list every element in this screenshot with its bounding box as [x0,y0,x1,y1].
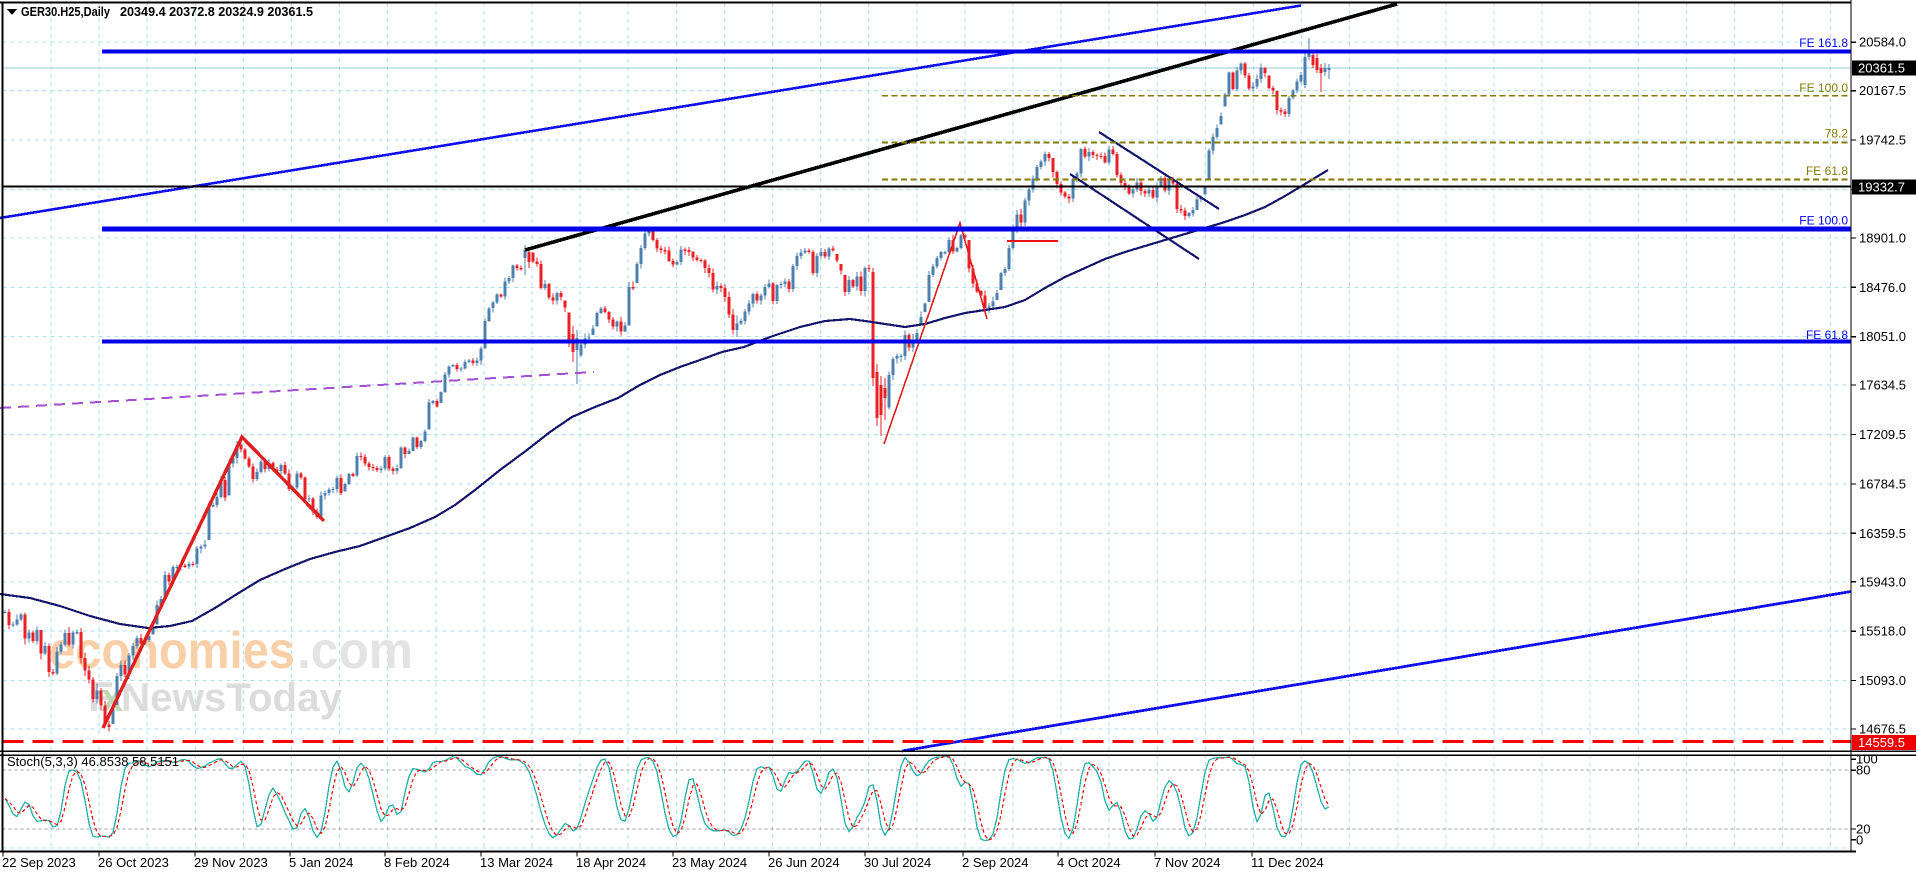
svg-text:GER30.H25,Daily: GER30.H25,Daily [21,4,111,19]
svg-text:8 Feb 2024: 8 Feb 2024 [384,855,450,870]
svg-text:19332.7: 19332.7 [1858,180,1905,195]
svg-text:26 Oct 2023: 26 Oct 2023 [98,855,169,870]
svg-text:FE 100.0: FE 100.0 [1799,81,1848,95]
svg-text:20584.0: 20584.0 [1859,35,1906,50]
svg-text:20167.5: 20167.5 [1859,83,1906,98]
svg-text:17209.5: 17209.5 [1859,427,1906,442]
svg-text:17634.5: 17634.5 [1859,378,1906,393]
svg-text:11 Dec 2024: 11 Dec 2024 [1251,855,1324,870]
svg-text:NewsToday: NewsToday [121,676,343,720]
svg-text:7 Nov 2024: 7 Nov 2024 [1154,855,1221,870]
svg-text:4 Oct 2024: 4 Oct 2024 [1057,855,1121,870]
svg-text:18901.0: 18901.0 [1859,230,1906,245]
svg-text:19742.5: 19742.5 [1859,133,1906,148]
svg-text:15518.0: 15518.0 [1859,624,1906,639]
svg-text:16359.5: 16359.5 [1859,526,1906,541]
svg-text:18476.0: 18476.0 [1859,280,1906,295]
svg-text:100: 100 [1856,752,1878,767]
svg-text:.com: .com [297,622,413,680]
svg-text:22 Sep 2023: 22 Sep 2023 [2,855,76,870]
svg-text:26 Jun 2024: 26 Jun 2024 [768,855,840,870]
svg-text:15093.0: 15093.0 [1859,673,1906,688]
svg-text:Stoch(5,3,3) 46.8538 58.5151: Stoch(5,3,3) 46.8538 58.5151 [7,754,179,769]
svg-text:economies: economies [49,622,295,680]
svg-text:29 Nov 2023: 29 Nov 2023 [194,855,268,870]
svg-text:20349.4 20372.8 20324.9 20361.: 20349.4 20372.8 20324.9 20361.5 [120,4,313,19]
svg-text:0: 0 [1856,832,1863,847]
svg-text:13 Mar 2024: 13 Mar 2024 [480,855,553,870]
svg-text:20361.5: 20361.5 [1858,61,1905,76]
svg-text:15943.0: 15943.0 [1859,574,1906,589]
svg-text:23 May 2024: 23 May 2024 [672,855,747,870]
svg-text:80: 80 [1856,763,1870,778]
svg-text:FE 61.8: FE 61.8 [1806,164,1848,178]
svg-text:FE 61.8: FE 61.8 [1806,328,1848,342]
svg-text:18051.0: 18051.0 [1859,329,1906,344]
svg-text:30 Jul 2024: 30 Jul 2024 [864,855,931,870]
svg-text:FE 100.0: FE 100.0 [1799,214,1848,228]
svg-text:20: 20 [1856,821,1870,836]
svg-text:14559.5: 14559.5 [1858,735,1905,750]
svg-text:78.2: 78.2 [1825,127,1849,141]
svg-text:FE 161.8: FE 161.8 [1799,36,1848,50]
svg-text:18 Apr 2024: 18 Apr 2024 [576,855,646,870]
svg-text:14676.5: 14676.5 [1859,722,1906,737]
svg-text:2 Sep 2024: 2 Sep 2024 [962,855,1029,870]
svg-text:5 Jan 2024: 5 Jan 2024 [289,855,353,870]
svg-text:16784.5: 16784.5 [1859,476,1906,491]
